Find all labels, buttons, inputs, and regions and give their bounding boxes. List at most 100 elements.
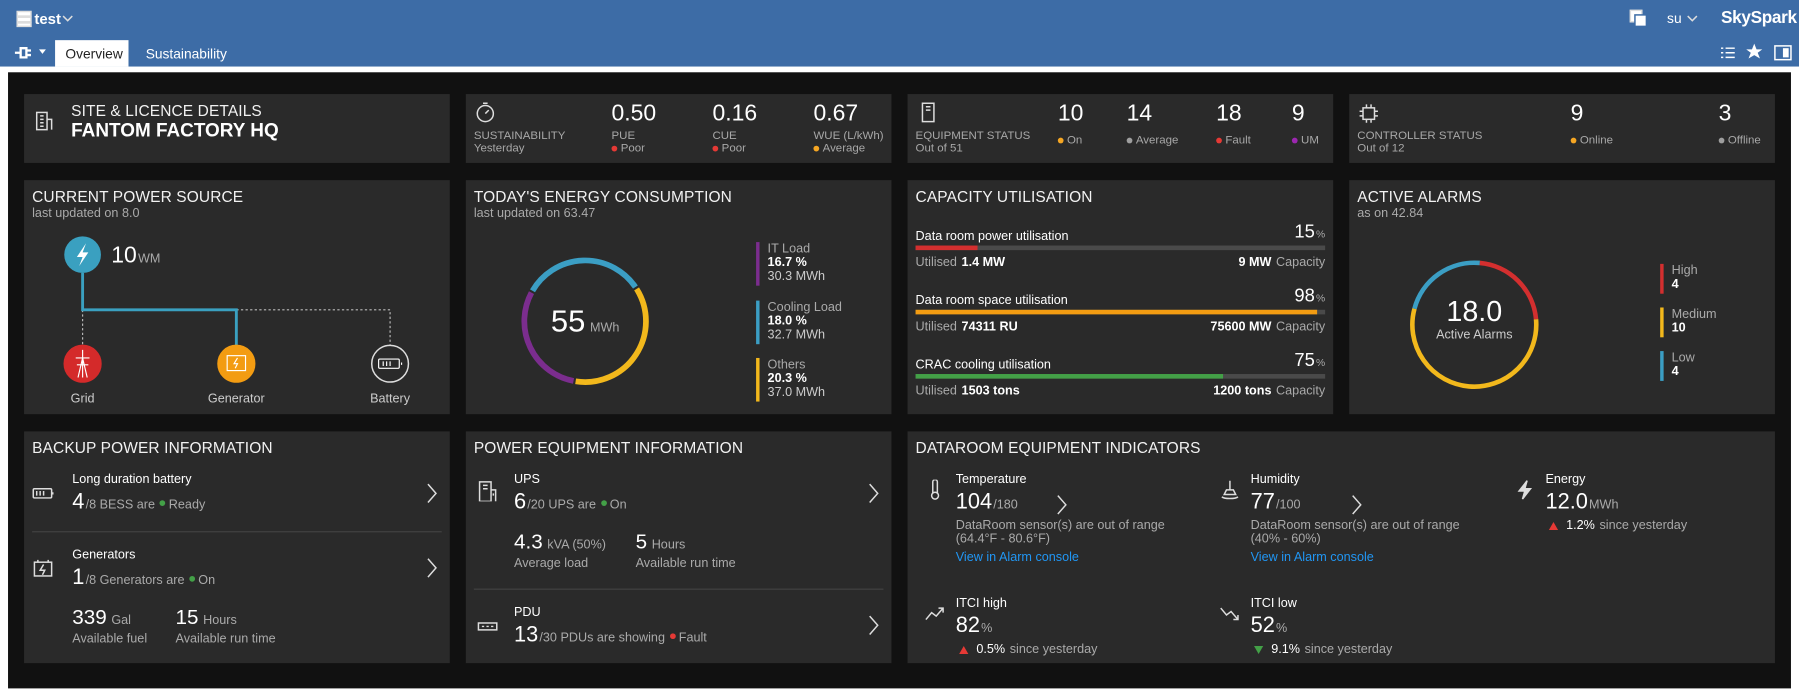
card-title: POWER EQUIPMENT INFORMATION <box>473 439 744 457</box>
metric-value: 0.67 <box>813 100 859 127</box>
card <box>465 94 892 163</box>
chevron[interactable] <box>866 614 882 637</box>
trend-arrow <box>1548 521 1559 530</box>
item-name: Long duration battery <box>72 472 192 487</box>
value: 52 <box>1250 613 1275 638</box>
value: 9 MW <box>1238 255 1272 270</box>
status-dot <box>1718 137 1725 144</box>
tab[interactable]: Sustainability <box>145 45 227 62</box>
star-icon[interactable] <box>1745 42 1763 60</box>
value: 98 <box>1294 286 1315 307</box>
label: Utilised <box>915 255 957 270</box>
alarm-link[interactable]: View in Alarm console <box>955 550 1079 565</box>
card-label: EQUIPMENT STATUS <box>915 129 1031 143</box>
unit: Gal <box>111 613 131 628</box>
card-title: BACKUP POWER INFORMATION <box>32 439 273 457</box>
change-value: 0.5% <box>976 642 1006 657</box>
legend-name: Medium <box>1671 307 1717 322</box>
plug-menu[interactable] <box>13 44 34 62</box>
value: 15 <box>1294 222 1315 243</box>
progress-bar <box>915 374 1223 379</box>
count-name: On <box>1067 134 1083 147</box>
copy-icon[interactable] <box>1629 9 1648 28</box>
list-icon[interactable] <box>1719 44 1737 62</box>
gen-bolt <box>233 357 239 369</box>
status: On <box>198 573 216 588</box>
value: 4.3 <box>513 530 543 554</box>
legend-percent: 16.7 % <box>767 255 807 270</box>
status-dot <box>669 632 676 639</box>
brand: SkySpark <box>1720 8 1797 28</box>
chevron[interactable] <box>425 482 441 505</box>
legend-name: High <box>1671 263 1698 278</box>
count-value: 18 <box>1216 100 1242 127</box>
percent: 75% <box>1294 351 1325 372</box>
status-line: 1/8 Generators are On <box>72 566 215 591</box>
value: 74311 RU <box>961 320 1018 334</box>
card-sub: last updated on 63.47 <box>473 206 596 221</box>
app-name: test <box>34 10 61 28</box>
suffix: /100 <box>1275 497 1301 512</box>
range: (40% - 60%) <box>1250 532 1321 547</box>
gen-icon <box>226 355 247 372</box>
tab[interactable]: Overview <box>65 45 123 62</box>
card <box>907 94 1334 163</box>
separator <box>32 531 442 533</box>
legend-percent: 20.3 % <box>767 371 807 386</box>
chevron[interactable] <box>1054 493 1070 516</box>
panel-icon[interactable] <box>1774 44 1792 62</box>
battery-icon <box>32 484 55 502</box>
status: Fault <box>678 631 707 645</box>
legend-bar <box>1660 307 1664 338</box>
status-dot <box>1570 137 1577 144</box>
timer-icon <box>475 102 496 123</box>
note: DataRoom sensor(s) are out of range <box>955 518 1165 533</box>
count-name: Average <box>1135 134 1179 147</box>
legend-bar <box>1660 351 1664 381</box>
plug-caret <box>38 48 47 55</box>
chevron[interactable] <box>425 556 441 579</box>
card-title: SITE & LICENCE DETAILS <box>71 102 262 120</box>
suffix: % <box>1275 621 1288 636</box>
card-title: TODAY'S ENERGY CONSUMPTION <box>473 188 732 206</box>
app-menu[interactable] <box>62 14 73 23</box>
range: (64.4°F - 80.6°F) <box>955 532 1050 547</box>
card-label: CONTROLLER STATUS <box>1357 129 1483 143</box>
chevron[interactable] <box>866 482 882 505</box>
metric-name: WUE (L/kWh) <box>813 129 884 143</box>
legend-bar <box>1660 263 1664 294</box>
capacity: 1200 tons Capacity <box>1213 384 1325 398</box>
value: 12.0 <box>1545 489 1588 514</box>
count-name: Online <box>1579 134 1614 147</box>
chevron[interactable] <box>1349 493 1365 516</box>
user-menu[interactable] <box>1687 14 1698 23</box>
item-name: Temperature <box>955 472 1027 487</box>
count-value: 14 <box>1126 100 1153 127</box>
bolt <box>76 243 89 267</box>
value: 15 <box>175 605 199 629</box>
value: 339 <box>72 605 107 629</box>
count-name: Fault <box>1225 134 1251 147</box>
item-name: Humidity <box>1250 472 1300 487</box>
count-value: 9 <box>1291 100 1305 127</box>
app-icon <box>15 9 33 28</box>
label: Capacity <box>1276 320 1326 334</box>
item-name: ITCI high <box>955 596 1007 611</box>
item-name: Generators <box>72 548 136 563</box>
source-label: Battery <box>370 392 411 407</box>
legend-name: Low <box>1671 351 1695 365</box>
status-dot <box>813 145 820 152</box>
item-name: UPS <box>513 472 540 487</box>
value: 75600 MW <box>1210 320 1272 334</box>
count: 6 <box>513 489 527 514</box>
status-text: Poor <box>721 142 746 155</box>
change: 9.1% since yesterday <box>1254 642 1392 656</box>
alarm-link[interactable]: View in Alarm console <box>1250 550 1374 565</box>
card <box>465 431 892 664</box>
indicator-value: 77/100 <box>1251 490 1301 515</box>
status-dot <box>1291 137 1298 144</box>
card-title: CAPACITY UTILISATION <box>915 188 1093 206</box>
count-name: Offline <box>1727 134 1761 147</box>
count-value: 9 <box>1570 100 1584 127</box>
